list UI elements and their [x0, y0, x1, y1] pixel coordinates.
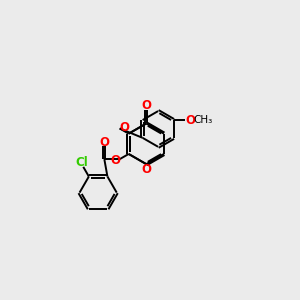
Text: O: O [119, 121, 129, 134]
Text: O: O [141, 99, 151, 112]
Text: O: O [186, 113, 196, 127]
Text: O: O [141, 163, 151, 176]
Text: O: O [110, 154, 120, 167]
Text: Cl: Cl [76, 156, 88, 169]
Text: CH₃: CH₃ [193, 115, 213, 125]
Text: O: O [99, 136, 109, 148]
